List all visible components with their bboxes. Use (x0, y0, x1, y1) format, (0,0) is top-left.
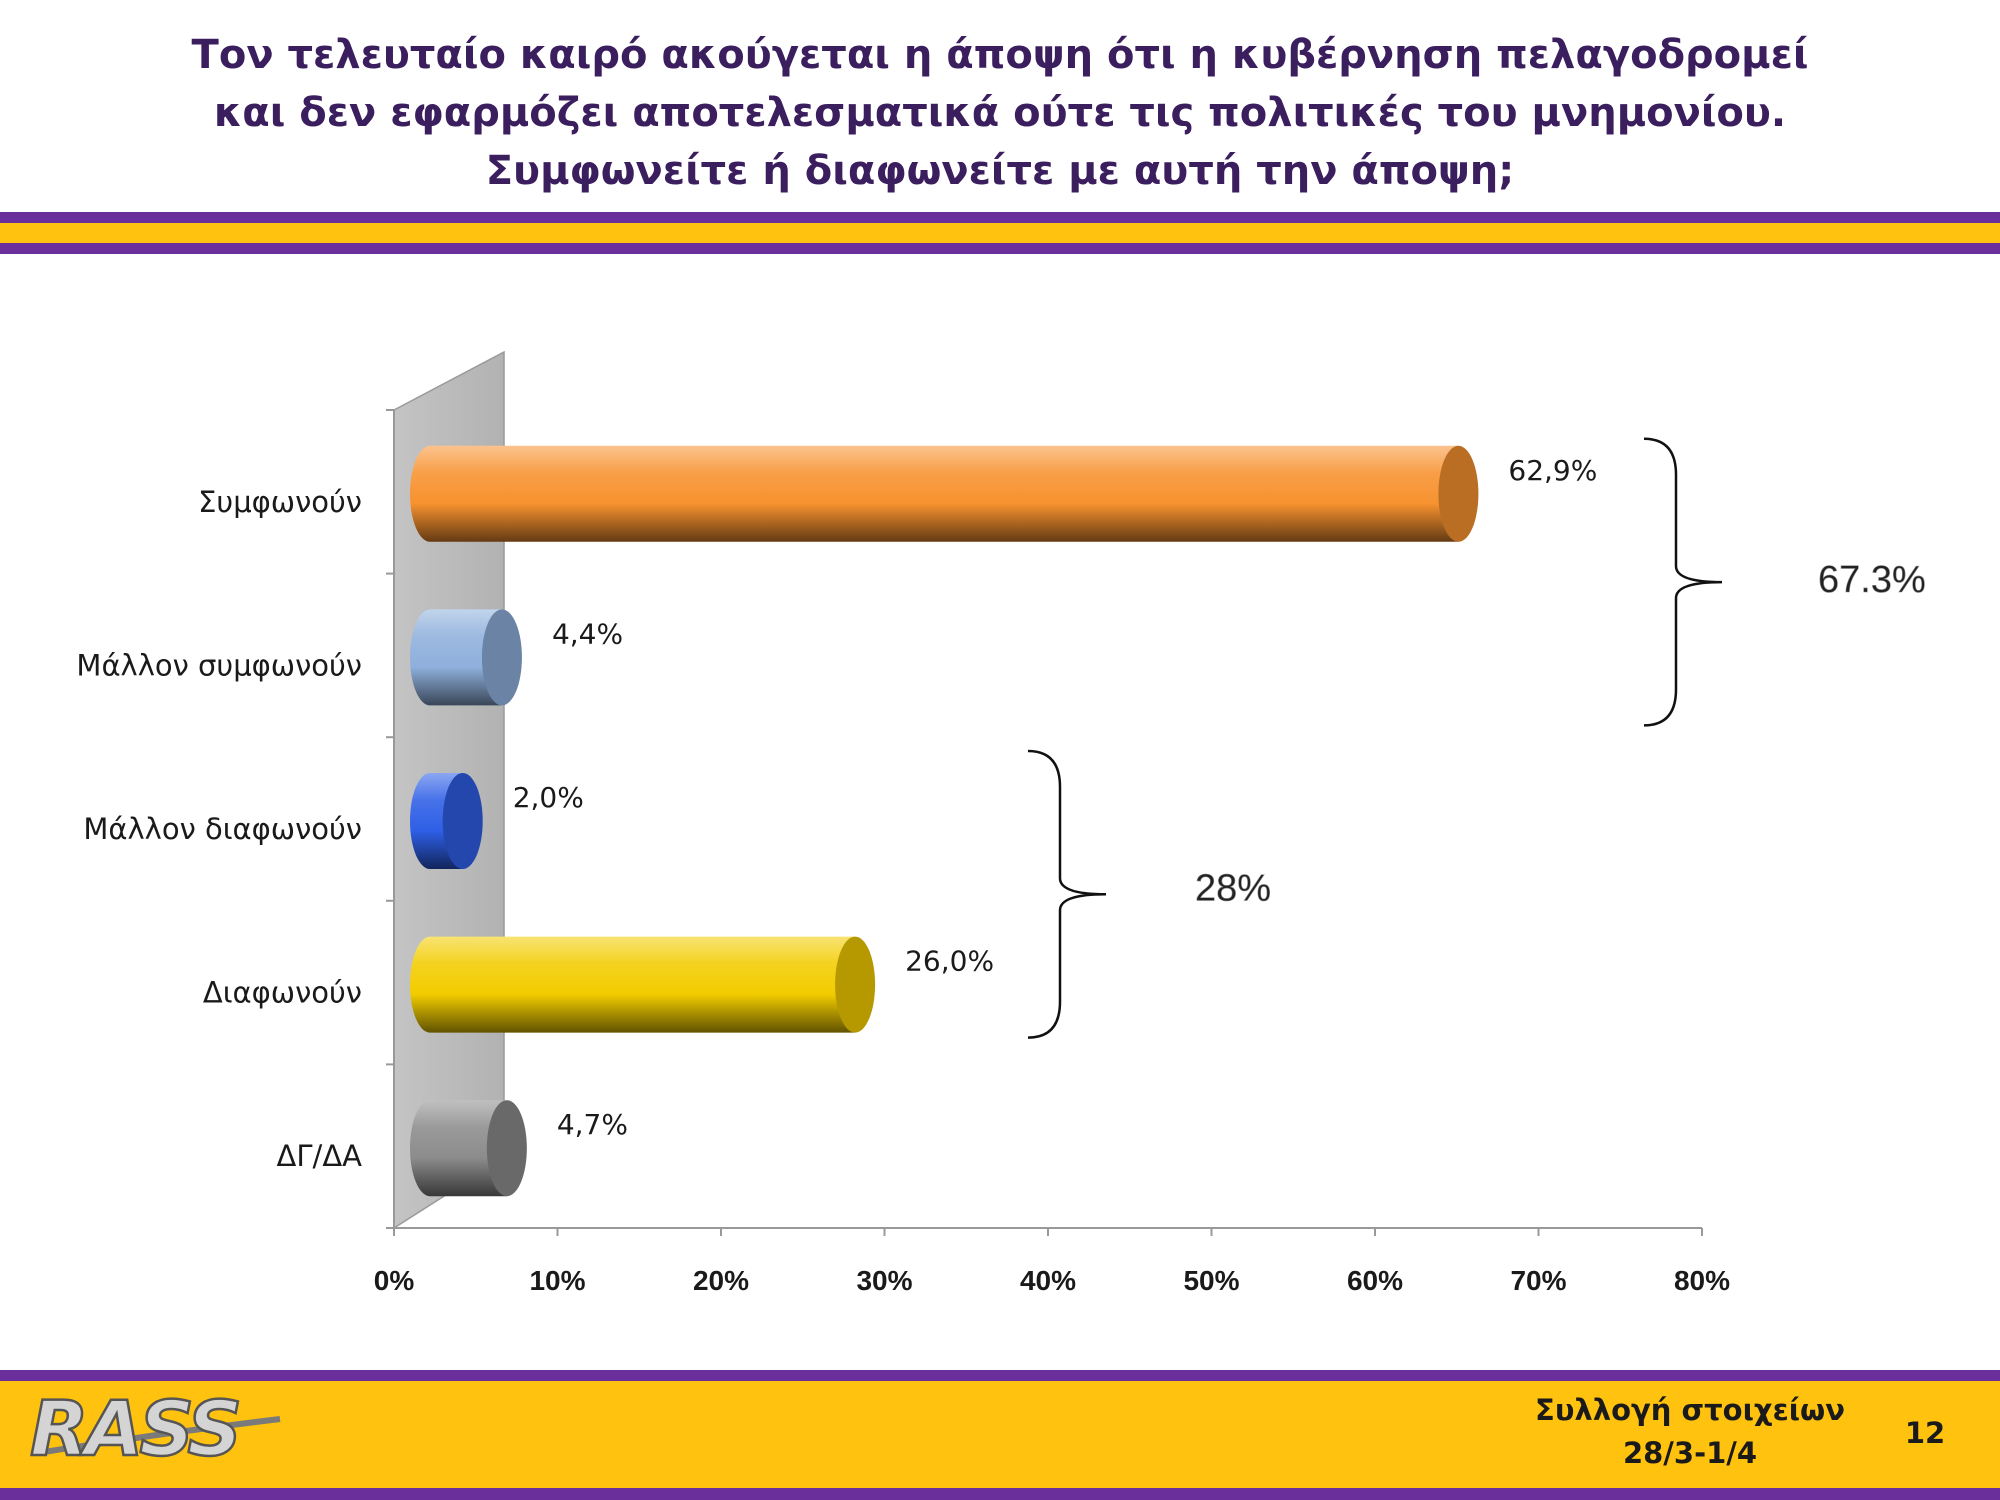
svg-text:RASS: RASS (30, 1384, 238, 1473)
rass-logo: RASS (29, 1383, 281, 1473)
bar-5 (410, 1100, 527, 1197)
x-tick-label: 70% (1510, 1265, 1566, 1296)
footer-stripe-purple-top (0, 1370, 2000, 1381)
title-line-2: και δεν εφαρμόζει αποτελεσματικά ούτε τι… (213, 90, 1787, 136)
bar-2 (410, 609, 522, 706)
bar-body (410, 609, 502, 706)
category-label: Συμφωνούν (198, 485, 362, 519)
bar-body (410, 936, 856, 1033)
header-stripe-purple-bottom (0, 243, 2000, 254)
page-title: Τον τελευταίο καιρό ακούγεται η άποψη ότ… (0, 26, 2000, 200)
value-label: 4,4% (552, 617, 623, 650)
brace-disagree (1027, 749, 1107, 1039)
x-tick-label: 10% (529, 1265, 585, 1296)
brace-agree (1643, 437, 1723, 727)
title-line-1: Τον τελευταίο καιρό ακούγεται η άποψη ότ… (191, 32, 1809, 78)
bar-1 (410, 445, 1479, 542)
bar-end-cap (835, 936, 876, 1033)
page-number: 12 (1904, 1416, 1946, 1450)
title-line-3: Συμφωνείτε ή διαφωνείτε με αυτή την άποψ… (485, 148, 1515, 194)
collection-dates: 28/3-1/4 (1622, 1436, 1758, 1470)
value-label: 62,9% (1508, 454, 1597, 487)
x-tick-label: 20% (693, 1265, 749, 1296)
category-label: Μάλλον διαφωνούν (83, 812, 362, 846)
bar-3 (410, 773, 483, 869)
value-label: 4,7% (557, 1108, 628, 1141)
bar-end-cap (486, 1100, 527, 1197)
bar-end-cap (442, 773, 483, 869)
category-label: Διαφωνούν (203, 976, 362, 1010)
x-tick-label: 40% (1020, 1265, 1076, 1296)
x-tick-label: 60% (1347, 1265, 1403, 1296)
bar-end-cap (1438, 445, 1479, 542)
category-label: ΔΓ/ΔΑ (277, 1139, 363, 1173)
x-tick-label: 0% (374, 1265, 415, 1296)
category-label: Μάλλον συμφωνούν (76, 648, 362, 682)
x-tick-label: 50% (1183, 1265, 1239, 1296)
value-label: 2,0% (513, 781, 584, 814)
bar-body (410, 1100, 507, 1197)
header-stripe-gold (0, 223, 2000, 243)
x-tick-label: 80% (1674, 1265, 1730, 1296)
bar-end-cap (481, 609, 522, 706)
footer-stripe-purple-bottom (0, 1488, 2000, 1500)
collection-label: Συλλογή στοιχείων (1535, 1393, 1845, 1427)
header-stripe-purple-top (0, 212, 2000, 223)
footer-band (0, 1381, 2000, 1488)
bar-4 (410, 936, 876, 1033)
annotation-disagree-total: 28% (1195, 867, 1271, 909)
bar-body (410, 445, 1459, 542)
x-tick-label: 30% (856, 1265, 912, 1296)
annotation-agree-total: 67.3% (1818, 559, 1926, 601)
value-label: 26,0% (905, 945, 994, 978)
bar-chart: 0% 10% 20% 30% 40% 50% 60% 70% 80% Συμφωνούν 62,9… (76, 350, 1926, 1296)
